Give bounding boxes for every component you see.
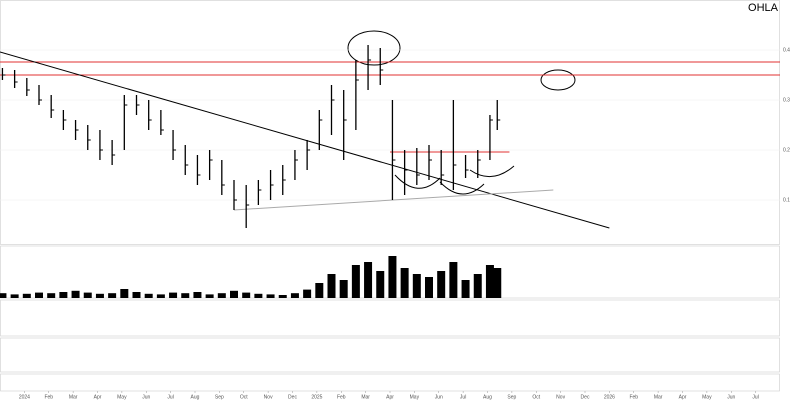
volume-bar: [290, 293, 299, 298]
x-tick-label: Sep: [507, 394, 516, 400]
x-tick-label: Jun: [142, 394, 150, 400]
volume-bar: [181, 293, 190, 298]
x-tick-label: Mar: [654, 394, 663, 400]
trend-line: [0, 51, 610, 229]
x-tick-label: 2024: [19, 394, 30, 400]
volume-bar: [485, 265, 494, 298]
indicator-panel: [0, 299, 780, 337]
volume-bar: [327, 274, 336, 298]
volume-bar: [144, 293, 153, 298]
volume-bar: [132, 292, 141, 298]
volume-bar: [339, 280, 348, 298]
volume-bar: [120, 289, 129, 298]
x-tick-label: May: [410, 394, 420, 400]
y-tick-label: 0.3: [783, 97, 790, 103]
volume-bar: [315, 283, 324, 298]
volume-bar: [0, 293, 7, 298]
volume-bar: [425, 277, 433, 298]
volume-bar: [205, 294, 214, 298]
x-tick-label: Jul: [167, 394, 173, 400]
volume-bar: [59, 292, 68, 298]
x-tick-label: Dec: [288, 394, 297, 400]
pattern-arc: [394, 174, 441, 189]
volume-bar: [47, 293, 56, 298]
x-tick-label: Jul: [460, 394, 466, 400]
volume-bar: [388, 256, 397, 298]
x-tick-label: May: [117, 394, 127, 400]
x-tick-label: 2025: [311, 394, 322, 400]
volume-bar: [461, 280, 470, 298]
volume-bar: [303, 289, 312, 298]
price-panel: [0, 0, 780, 245]
y-tick-label: 0.4: [783, 47, 790, 53]
volume-bar: [95, 293, 104, 298]
volume-bar: [217, 293, 226, 298]
volume-bar: [169, 292, 178, 298]
volume-bar: [254, 293, 263, 298]
x-tick-label: Apr: [386, 394, 394, 400]
volume-bar: [83, 292, 92, 298]
volume-bar: [437, 271, 446, 298]
volume-bar: [278, 295, 287, 298]
x-tick-label: Jul: [752, 394, 758, 400]
volume-bar: [22, 293, 31, 298]
volume-bar: [449, 262, 458, 298]
volume-bar: [266, 294, 275, 298]
y-tick-label: 0.1: [783, 197, 790, 203]
volume-bar: [10, 294, 19, 298]
x-tick-label: Feb: [44, 394, 53, 400]
x-tick-label: Sep: [215, 394, 224, 400]
x-tick-label: Aug: [191, 394, 200, 400]
x-tick-label: Oct: [240, 394, 248, 400]
volume-bar: [230, 290, 238, 298]
volume-bar: [351, 265, 360, 298]
x-tick-label: Dec: [581, 394, 590, 400]
volume-bar: [71, 290, 80, 298]
x-tick-label: Nov: [556, 394, 565, 400]
volume-bar: [108, 293, 117, 298]
x-tick-label: Oct: [532, 394, 540, 400]
y-tick-label: 0.2: [783, 147, 790, 153]
volume-bar: [156, 294, 165, 298]
volume-bar: [412, 274, 421, 298]
x-tick-label: Apr: [679, 394, 687, 400]
x-tick-label: Jun: [435, 394, 443, 400]
volume-bar: [400, 268, 409, 298]
x-tick-label: 2026: [604, 394, 615, 400]
x-tick-label: Nov: [264, 394, 273, 400]
highlight-circle: [540, 69, 576, 91]
indicator-panel: [0, 337, 780, 373]
volume-bar: [493, 268, 502, 298]
volume-bar: [473, 274, 482, 298]
pattern-arc: [439, 181, 485, 195]
x-tick-label: Mar: [361, 394, 370, 400]
x-tick-label: May: [702, 394, 712, 400]
volume-bar: [35, 292, 43, 298]
x-tick-label: Apr: [94, 394, 102, 400]
x-tick-label: Feb: [629, 394, 638, 400]
volume-bar: [193, 292, 202, 298]
chart-title: OHLA: [748, 2, 779, 14]
x-tick-label: Mar: [69, 394, 78, 400]
trend-line: [233, 189, 554, 211]
volume-bar: [376, 271, 385, 298]
x-tick-label: Jun: [727, 394, 735, 400]
volume-bar: [242, 292, 251, 298]
x-tick-label: Aug: [483, 394, 492, 400]
indicator-panel: [0, 373, 780, 392]
highlight-circle: [347, 30, 401, 66]
x-tick-label: Feb: [337, 394, 346, 400]
volume-bar: [364, 262, 373, 298]
pattern-arc: [469, 165, 515, 177]
